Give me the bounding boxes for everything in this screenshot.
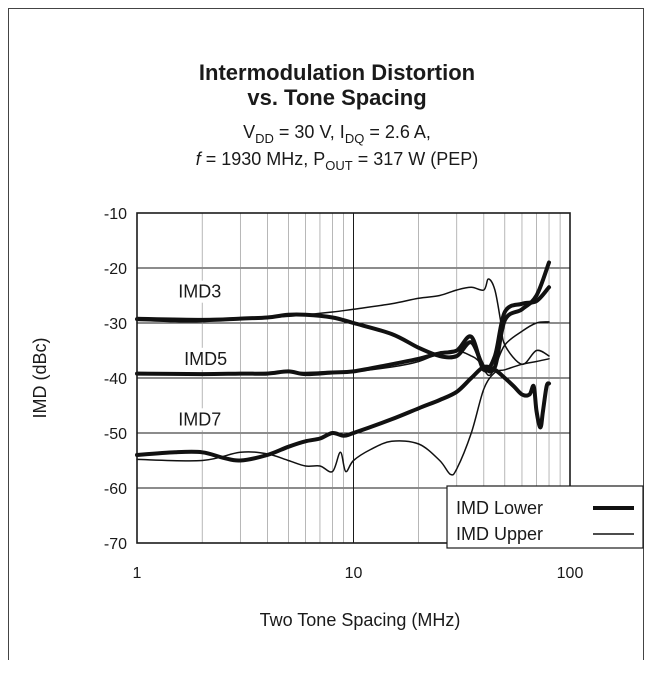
title-block: Intermodulation Distortion vs. Tone Spac…	[196, 60, 479, 173]
legend-label: IMD Upper	[456, 524, 543, 544]
y-tick-label: -50	[104, 426, 127, 443]
x-tick-label: 10	[345, 565, 363, 582]
x-tick-label: 1	[133, 565, 142, 582]
imd5-lower-line	[135, 285, 551, 377]
annotations: IMD3 IMD5 IMD7	[176, 280, 231, 431]
annotation-background	[182, 347, 231, 370]
imd7-label: IMD7	[178, 409, 221, 429]
legend: IMD Lower IMD Upper	[446, 485, 644, 549]
chart-subtitle-line1: VDD = 30 V, IDQ = 2.6 A,	[243, 122, 431, 146]
annotation-background	[176, 280, 225, 303]
series-group	[135, 260, 551, 476]
imd7-lower-line	[135, 364, 551, 463]
chart-title-line2: vs. Tone Spacing	[247, 85, 426, 110]
x-tick-label: 100	[557, 565, 584, 582]
y-tick-label: -20	[104, 261, 127, 278]
chart-subtitle-line2: f = 1930 MHz, POUT = 317 W (PEP)	[196, 149, 479, 173]
y-tick-label: -10	[104, 206, 127, 223]
imd5-upper-line	[136, 321, 550, 377]
plot-area-border	[136, 212, 571, 544]
imd7-upper-line	[136, 358, 550, 476]
y-tick-label: -60	[104, 481, 127, 498]
imd5-label: IMD5	[184, 349, 227, 369]
figure-frame	[8, 8, 644, 660]
legend-label: IMD Lower	[456, 498, 543, 518]
y-tick-label: -30	[104, 316, 127, 333]
chart-title: Intermodulation Distortion	[199, 60, 475, 85]
y-tick-label: -70	[104, 536, 127, 553]
y-axis-label: IMD (dBc)	[30, 338, 50, 419]
imd3-label: IMD3	[178, 282, 221, 302]
x-axis-label: Two Tone Spacing (MHz)	[260, 610, 461, 630]
tick-labels: -10 -20 -30 -40 -50 -60 -70 1 10 100	[104, 206, 584, 582]
annotation-background	[176, 408, 225, 431]
legend-box	[446, 485, 644, 549]
y-tick-label: -40	[104, 371, 127, 388]
